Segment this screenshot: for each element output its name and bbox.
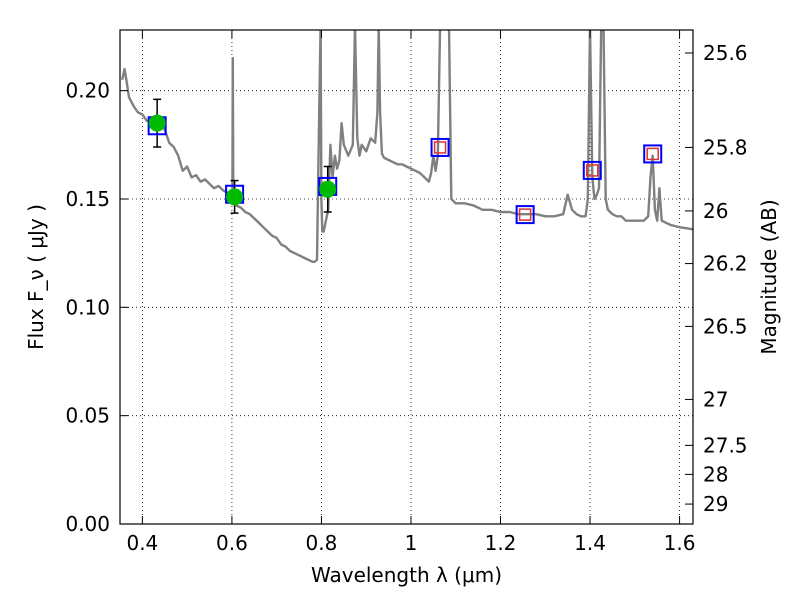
x-tick-label: 0.4 <box>126 531 158 555</box>
x-tick-label: 1.2 <box>485 531 517 555</box>
magnitude-tick-label: 26 <box>703 199 728 223</box>
y-tick-label: 0.10 <box>65 295 110 319</box>
y-tick-label: 0.20 <box>65 79 110 103</box>
magnitude-tick-label: 25.8 <box>703 135 748 159</box>
y-tick-label: 0.05 <box>65 404 110 428</box>
magnitude-tick-label: 29 <box>703 492 728 516</box>
magnitude-axis-label: Magnitude (AB) <box>757 199 781 354</box>
magnitude-tick-label: 25.6 <box>703 41 748 65</box>
x-tick-label: 0.8 <box>306 531 338 555</box>
x-axis-ticks: 0.4 0.6 0.8 1 1.2 1.4 1.6 <box>126 30 695 555</box>
magnitude-tick-label: 26.5 <box>703 314 748 338</box>
x-tick-label: 1.4 <box>574 531 606 555</box>
model-band-square <box>582 160 602 180</box>
y-axis-ticks: 0.00 0.05 0.10 0.15 0.20 <box>65 79 128 536</box>
model-band-square <box>643 144 663 164</box>
grid-lines <box>120 30 693 525</box>
upper-limit-square <box>586 164 599 177</box>
x-tick-label: 0.6 <box>216 531 248 555</box>
model-band-square <box>430 137 450 157</box>
plot-frame <box>119 29 694 525</box>
magnitude-tick-label: 27 <box>703 387 728 411</box>
x-tick-label: 1 <box>405 531 418 555</box>
model-band-square <box>515 205 535 225</box>
y-tick-label: 0.15 <box>65 187 110 211</box>
x-axis-label: Wavelength λ (μm) <box>311 563 502 587</box>
magnitude-tick-label: 26.2 <box>703 252 748 276</box>
spectrum-line <box>121 30 693 263</box>
magnitude-tick-label: 28 <box>703 462 728 486</box>
x-tick-label: 1.6 <box>664 531 696 555</box>
magnitude-axis-ticks: 25.6 25.8 26 26.2 26.5 27 27.5 28 29 <box>685 41 748 516</box>
observed-point <box>226 188 244 206</box>
y-axis-label: Flux F_ν ( μJy ) <box>24 204 48 350</box>
observed-point <box>148 114 166 132</box>
upper-limit-square <box>518 208 532 221</box>
magnitude-tick-label: 27.5 <box>703 433 748 457</box>
upper-limit-square <box>433 141 447 154</box>
y-tick-label: 0.00 <box>65 512 110 536</box>
upper-limit-square <box>646 147 659 161</box>
data-markers <box>147 114 663 225</box>
observed-point <box>319 180 337 198</box>
model-spectrum <box>121 30 693 263</box>
